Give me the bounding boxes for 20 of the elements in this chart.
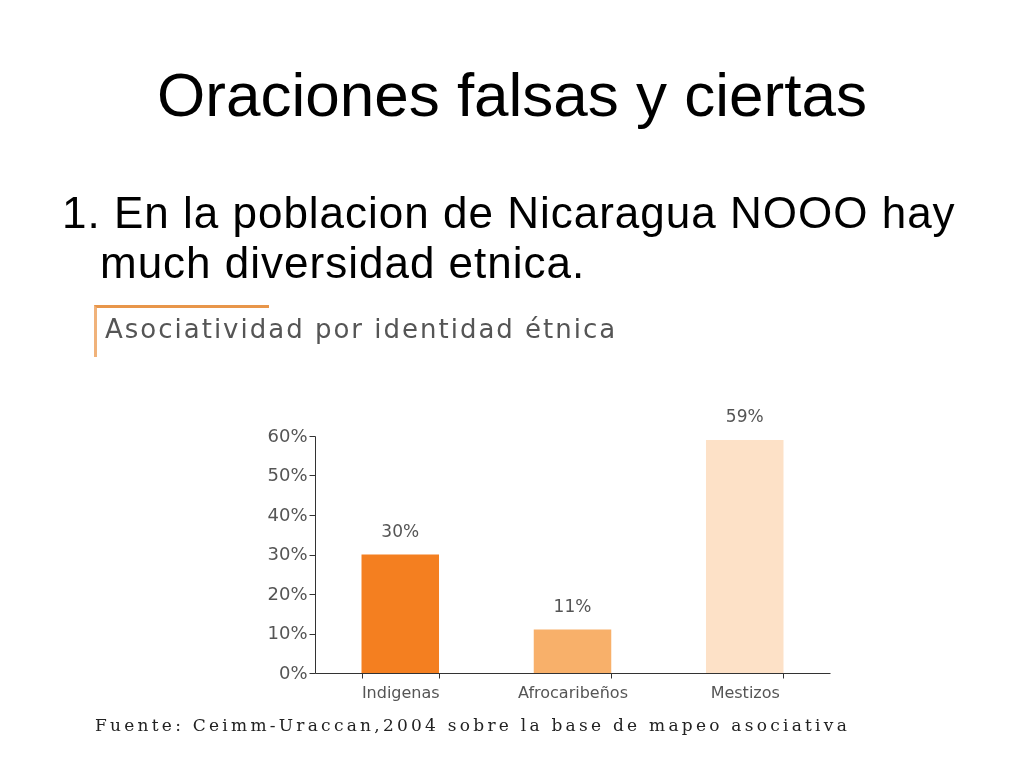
x-tick-label: Afrocaribeños (518, 682, 628, 702)
y-tick-label: 40% (267, 503, 308, 525)
bar (361, 554, 440, 673)
y-tick-label: 0% (278, 661, 308, 683)
bar (705, 439, 784, 673)
chart-title: Oraciones falsas y ciertas (156, 60, 868, 129)
x-tick-label: Indigenas (361, 682, 440, 702)
data-label: 30% (381, 520, 420, 541)
bar (533, 629, 612, 673)
text: Asociatividad por identidad étnica (105, 313, 618, 345)
data-label: 59% (725, 405, 764, 426)
data-label: 11% (553, 595, 592, 616)
chart-subtitle: 1. En la poblacion de Nicaragua NOOO hay much diversidad etnica. (62, 188, 957, 288)
y-tick-label: 10% (267, 622, 308, 643)
y-tick-label: 50% (267, 464, 308, 485)
y-tick-label: 20% (267, 582, 308, 604)
y-tick-label: 30% (267, 543, 308, 564)
y-tick-label: 60% (267, 424, 308, 446)
x-tick-label: Mestizos (710, 682, 780, 702)
source-note: Fuente: Ceimm-Uraccan,2004 sobre la base de mapeo asociativa (95, 714, 851, 736)
